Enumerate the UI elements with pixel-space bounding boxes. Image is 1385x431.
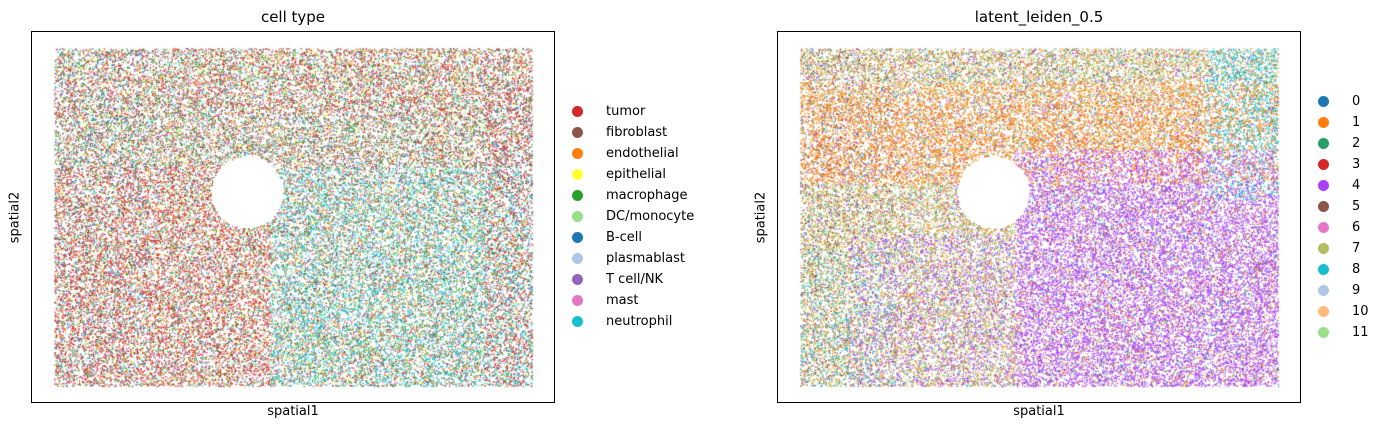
- legend-label: 1: [1352, 115, 1361, 130]
- legend-marker: [1318, 285, 1329, 296]
- legend-item: 11: [1318, 322, 1369, 343]
- legend-marker: [572, 253, 583, 264]
- legend-label: macrophage: [606, 188, 688, 203]
- legend-marker: [572, 169, 583, 180]
- legend-item: 6: [1318, 217, 1369, 238]
- legend-right: 0 1 2 3 4 5 6 7 8 9 10 11: [1318, 91, 1369, 343]
- scatter-canvas-right: [778, 32, 1300, 402]
- plot-area-left: [31, 31, 555, 403]
- legend-marker: [1318, 306, 1329, 317]
- legend-marker: [1318, 96, 1329, 107]
- legend-label: epithelial: [606, 167, 666, 182]
- legend-marker: [572, 232, 583, 243]
- legend-marker: [572, 295, 583, 306]
- legend-label: neutrophil: [606, 314, 673, 329]
- legend-marker: [572, 148, 583, 159]
- legend-marker: [572, 316, 583, 327]
- legend-item: 9: [1318, 280, 1369, 301]
- legend-item: 0: [1318, 91, 1369, 112]
- legend-marker: [572, 106, 583, 117]
- legend-label: B-cell: [606, 230, 642, 245]
- legend-label: 6: [1352, 220, 1361, 235]
- legend-marker: [1318, 180, 1329, 191]
- legend-label: mast: [606, 293, 639, 308]
- legend-label: tumor: [606, 104, 646, 119]
- legend-label: 0: [1352, 94, 1361, 109]
- chart-title-right: latent_leiden_0.5: [974, 8, 1104, 26]
- legend-item: 5: [1318, 196, 1369, 217]
- legend-marker: [1318, 117, 1329, 128]
- legend-item: 8: [1318, 259, 1369, 280]
- legend-item: 7: [1318, 238, 1369, 259]
- legend-marker: [1318, 138, 1329, 149]
- legend-marker: [1318, 327, 1329, 338]
- legend-item: plasmablast: [572, 248, 694, 269]
- legend-item: epithelial: [572, 164, 694, 185]
- legend-label: 4: [1352, 178, 1361, 193]
- legend-marker: [1318, 222, 1329, 233]
- legend-label: T cell/NK: [606, 272, 664, 287]
- legend-item: 10: [1318, 301, 1369, 322]
- legend-marker: [1318, 243, 1329, 254]
- legend-item: mast: [572, 290, 694, 311]
- legend-item: T cell/NK: [572, 269, 694, 290]
- legend-item: fibroblast: [572, 122, 694, 143]
- legend-item: 4: [1318, 175, 1369, 196]
- x-axis-label-left: spatial1: [267, 404, 319, 419]
- legend-item: neutrophil: [572, 311, 694, 332]
- legend-label: DC/monocyte: [606, 209, 695, 224]
- legend-left: tumor fibroblast endothelial epithelial macr…: [572, 101, 694, 332]
- legend-label: 8: [1352, 262, 1361, 277]
- scatter-canvas-left: [32, 32, 554, 402]
- chart-title-left: cell type: [260, 8, 326, 26]
- legend-item: 1: [1318, 112, 1369, 133]
- legend-label: fibroblast: [606, 125, 668, 140]
- legend-item: B-cell: [572, 227, 694, 248]
- y-axis-label-left: spatial2: [7, 191, 23, 244]
- legend-label: plasmablast: [606, 251, 685, 266]
- legend-label: 11: [1352, 325, 1369, 340]
- legend-label: 3: [1352, 157, 1361, 172]
- legend-item: 3: [1318, 154, 1369, 175]
- legend-marker: [1318, 159, 1329, 170]
- legend-label: endothelial: [606, 146, 679, 161]
- legend-item: 2: [1318, 133, 1369, 154]
- legend-marker: [572, 127, 583, 138]
- legend-marker: [1318, 264, 1329, 275]
- legend-label: 7: [1352, 241, 1361, 256]
- legend-item: tumor: [572, 101, 694, 122]
- legend-label: 5: [1352, 199, 1361, 214]
- legend-label: 10: [1352, 304, 1369, 319]
- legend-marker: [572, 190, 583, 201]
- legend-marker: [572, 274, 583, 285]
- legend-marker: [1318, 201, 1329, 212]
- legend-item: endothelial: [572, 143, 694, 164]
- legend-label: 2: [1352, 136, 1361, 151]
- legend-marker: [572, 211, 583, 222]
- y-axis-label-right: spatial2: [753, 191, 769, 244]
- legend-item: macrophage: [572, 185, 694, 206]
- legend-label: 9: [1352, 283, 1361, 298]
- plot-area-right: [777, 31, 1301, 403]
- x-axis-label-right: spatial1: [1013, 404, 1065, 419]
- legend-item: DC/monocyte: [572, 206, 694, 227]
